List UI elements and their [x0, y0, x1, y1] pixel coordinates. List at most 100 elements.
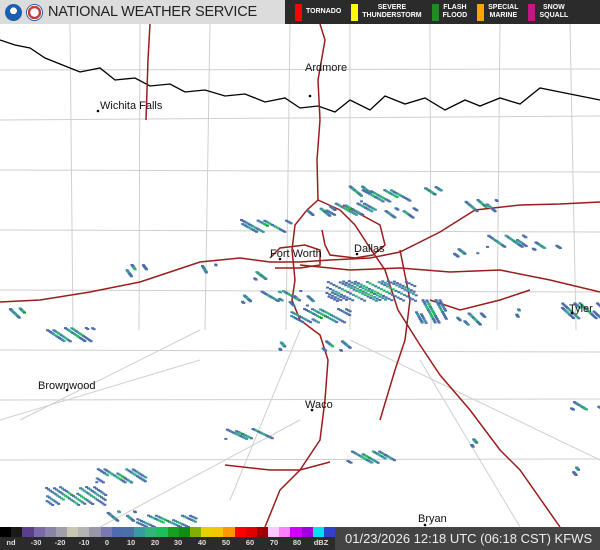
radar-echo	[119, 474, 123, 477]
radar-echo	[342, 297, 346, 300]
radar-echo	[86, 328, 90, 330]
radar-echo	[243, 220, 247, 223]
radar-echo	[363, 294, 367, 297]
radar-echo	[242, 224, 246, 226]
radar-echo	[578, 302, 582, 305]
warning-swatch	[295, 3, 302, 21]
radar-echo	[375, 297, 379, 300]
radar-echo	[335, 321, 339, 324]
radar-echo	[283, 345, 287, 348]
radar-echo	[356, 284, 360, 287]
radar-echo	[141, 520, 145, 523]
radar-echo	[175, 520, 179, 523]
radar-map[interactable]: Ardmore Wichita Falls Fort Worth Dallas …	[0, 23, 600, 528]
radar-echo	[418, 318, 422, 321]
radar-echo	[363, 202, 366, 205]
radar-echo	[425, 306, 429, 308]
reflectivity-color-scale: nd -30 -20 -10 0 10 20 30 40 50 60 70 80 dBZ	[0, 527, 336, 550]
warning-type-3: SPECIAL MARINE	[467, 0, 518, 24]
warning-label: SPECIAL MARINE	[488, 4, 519, 19]
radar-echo	[387, 297, 391, 300]
radar-echo	[299, 290, 303, 292]
radar-echo	[373, 208, 377, 211]
radar-echo	[400, 287, 404, 290]
radar-echo	[366, 295, 370, 298]
radar-echo	[370, 289, 374, 292]
radar-echo	[592, 314, 596, 317]
scale-swatch	[67, 527, 79, 537]
radar-echo	[283, 230, 287, 233]
radar-echo	[258, 220, 262, 223]
radar-echo	[98, 469, 102, 472]
radar-echo	[179, 522, 183, 525]
radar-echo	[338, 286, 341, 289]
radar-echo	[256, 219, 260, 222]
radar-echo	[75, 497, 79, 500]
radar-echo	[194, 520, 197, 523]
county-line	[349, 339, 600, 461]
scale-swatch	[11, 527, 23, 537]
radar-echo	[142, 479, 146, 482]
scale-swatch	[201, 527, 213, 537]
radar-echo	[64, 494, 68, 497]
county-line	[204, 23, 211, 331]
radar-echo	[484, 205, 488, 208]
radar-echo	[434, 316, 438, 319]
radar-echo	[439, 307, 443, 310]
radar-echo	[335, 285, 339, 288]
radar-echo	[296, 314, 300, 317]
radar-echo	[188, 518, 192, 521]
radar-echo	[280, 229, 284, 232]
radar-echo	[59, 486, 63, 489]
radar-echo	[92, 496, 96, 499]
radar-echo	[69, 498, 73, 501]
warning-label: TORNADO	[306, 8, 342, 15]
radar-echo	[369, 206, 373, 209]
radar-echo	[380, 199, 384, 202]
radar-echo	[371, 283, 375, 286]
radar-echo	[333, 316, 337, 319]
radar-echo	[379, 288, 383, 291]
radar-echo	[318, 316, 321, 318]
radar-echo	[224, 437, 228, 440]
radar-echo	[62, 488, 66, 491]
radar-echo	[242, 301, 246, 304]
radar-echo	[374, 285, 378, 288]
radar-echo	[94, 497, 97, 500]
county-line	[19, 329, 201, 421]
radar-echo	[356, 287, 360, 290]
radar-echo	[562, 308, 566, 310]
radar-echo	[357, 203, 361, 206]
scale-swatch	[44, 527, 56, 537]
radar-echo	[320, 309, 324, 312]
radar-echo	[54, 493, 58, 496]
radar-echo	[396, 296, 400, 299]
radar-echo	[463, 252, 467, 255]
radar-echo	[46, 495, 50, 498]
radar-echo	[143, 524, 147, 527]
radar-echo	[344, 207, 347, 210]
radar-echo	[93, 486, 97, 489]
warning-type-0: TORNADO	[285, 0, 341, 24]
radar-echo	[416, 314, 420, 317]
noaa-logo	[5, 3, 22, 21]
radar-echo	[145, 522, 149, 525]
radar-echo	[122, 480, 125, 483]
radar-echo	[79, 487, 83, 490]
radar-echo	[158, 519, 162, 522]
radar-echo	[410, 283, 414, 286]
radar-echo	[137, 472, 141, 475]
radar-echo	[261, 222, 265, 225]
radar-echo	[567, 308, 571, 311]
radar-echo	[344, 284, 348, 287]
radar-echo	[415, 311, 418, 314]
city-dot	[310, 408, 314, 412]
county-line	[0, 169, 600, 173]
radar-echo	[312, 313, 316, 315]
radar-echo	[310, 312, 314, 314]
warning-legend: TORNADO SEVERE THUNDERSTORM FLASH FLOOD SPE…	[285, 0, 600, 24]
radar-echo	[255, 227, 259, 230]
radar-echo	[379, 293, 383, 296]
radar-echo	[354, 213, 358, 216]
radar-echo	[493, 210, 497, 213]
